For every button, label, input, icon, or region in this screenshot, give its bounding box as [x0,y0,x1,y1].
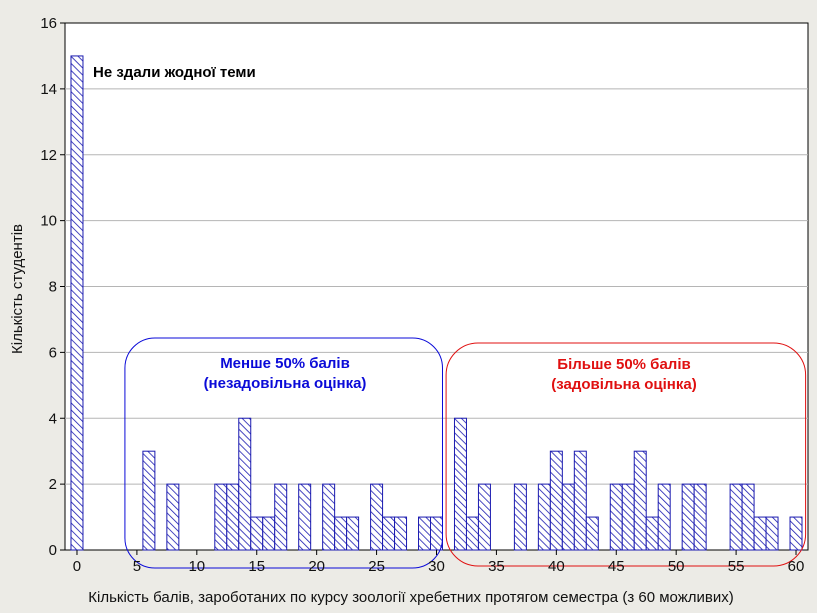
bar [370,483,384,551]
x-tick-label: 0 [73,558,81,575]
annotation-more-50-line1: Більше 50% балів [557,356,690,373]
bar [334,516,348,551]
y-tick-label: 16 [40,15,57,32]
bar [645,516,659,551]
bar [657,483,671,551]
x-tick-label: 15 [248,558,265,575]
x-tick-label: 50 [668,558,685,575]
y-tick-label: 8 [49,279,57,296]
x-tick-label: 5 [133,558,141,575]
bar [789,516,803,551]
bar [741,483,755,551]
bar [477,483,491,551]
y-tick-label: 12 [40,147,57,164]
bar [537,483,551,551]
y-tick-label: 14 [40,81,57,98]
bar [549,450,563,551]
annotation-no-topics: Не здали жодної теми [93,64,256,81]
y-tick-label: 4 [49,410,57,427]
y-axis-label: Кількість студентів [9,224,26,354]
bar [573,450,587,551]
bar [298,483,312,551]
x-tick-label: 55 [728,558,745,575]
bar [142,450,156,551]
x-axis-label: Кількість балів, зароботаних по курсу зо… [88,589,733,606]
region-more-50 [445,342,807,567]
annotation-less-50-line2: (незадовільна оцінка) [204,375,367,392]
bar [226,483,240,551]
annotation-regions [124,337,807,569]
bar [729,483,743,551]
bar [609,483,623,551]
bar [262,516,276,551]
region-less-50 [124,337,443,569]
x-tick-label: 20 [308,558,325,575]
bar [585,516,599,551]
bar [238,417,252,551]
bar [753,516,767,551]
bar [430,516,443,551]
x-tick-label: 10 [188,558,205,575]
bar [681,483,695,551]
x-tick-label: 25 [368,558,385,575]
x-tick-label: 60 [788,558,805,575]
annotation-less-50-line1: Менше 50% балів [220,355,350,372]
bar [274,483,288,551]
x-tick-label: 45 [608,558,625,575]
y-tick-label: 10 [40,213,57,230]
bar [465,516,479,551]
bar [70,55,84,551]
y-tick-label: 0 [49,542,57,559]
annotation-more-50-line2: (задовільна оцінка) [551,376,696,393]
bar [693,483,707,551]
bar [453,417,467,551]
y-tick-label: 2 [49,476,57,493]
bar [250,516,264,551]
x-axis-ticks: 0 5 10 15 20 25 30 35 40 45 50 55 60 [73,550,805,575]
bar [765,516,779,551]
bar [166,483,180,551]
bar [513,483,527,551]
bar [633,450,647,551]
x-tick-label: 30 [428,558,445,575]
bar [382,516,396,551]
bar [394,516,408,551]
bar [346,516,360,551]
y-axis-ticks: 0 2 4 6 8 10 12 14 16 [40,15,65,559]
x-tick-label: 35 [488,558,505,575]
x-tick-label: 40 [548,558,565,575]
bar [214,483,228,551]
bar [418,516,432,551]
bar [322,483,336,551]
bar [621,483,635,551]
y-tick-label: 6 [49,344,57,361]
bar [561,483,575,551]
